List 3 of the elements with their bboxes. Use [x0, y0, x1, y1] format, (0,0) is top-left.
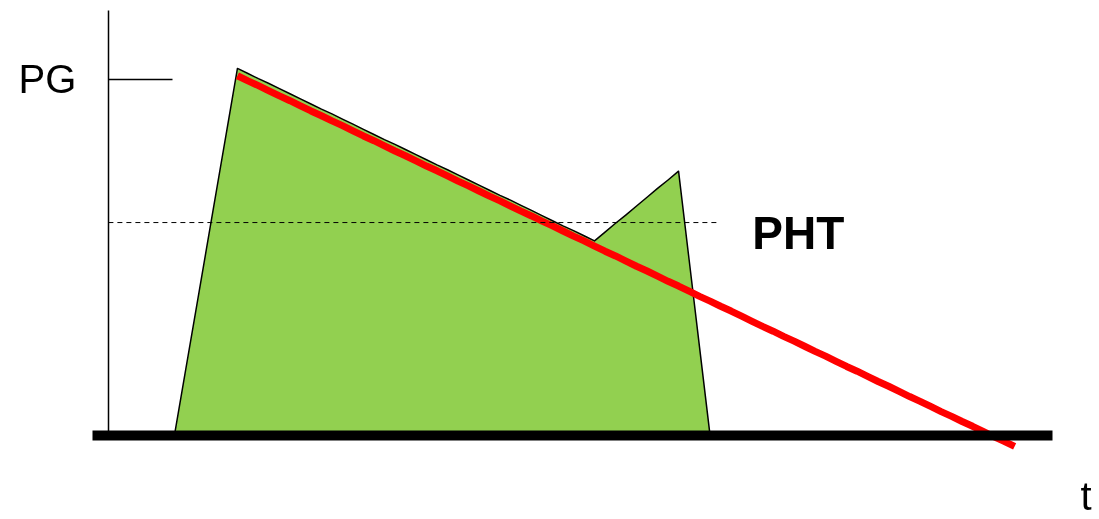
ref-line-label: PG	[18, 57, 77, 102]
x-axis-title: t	[1080, 473, 1092, 518]
ref-line-label: PHT	[752, 206, 845, 259]
